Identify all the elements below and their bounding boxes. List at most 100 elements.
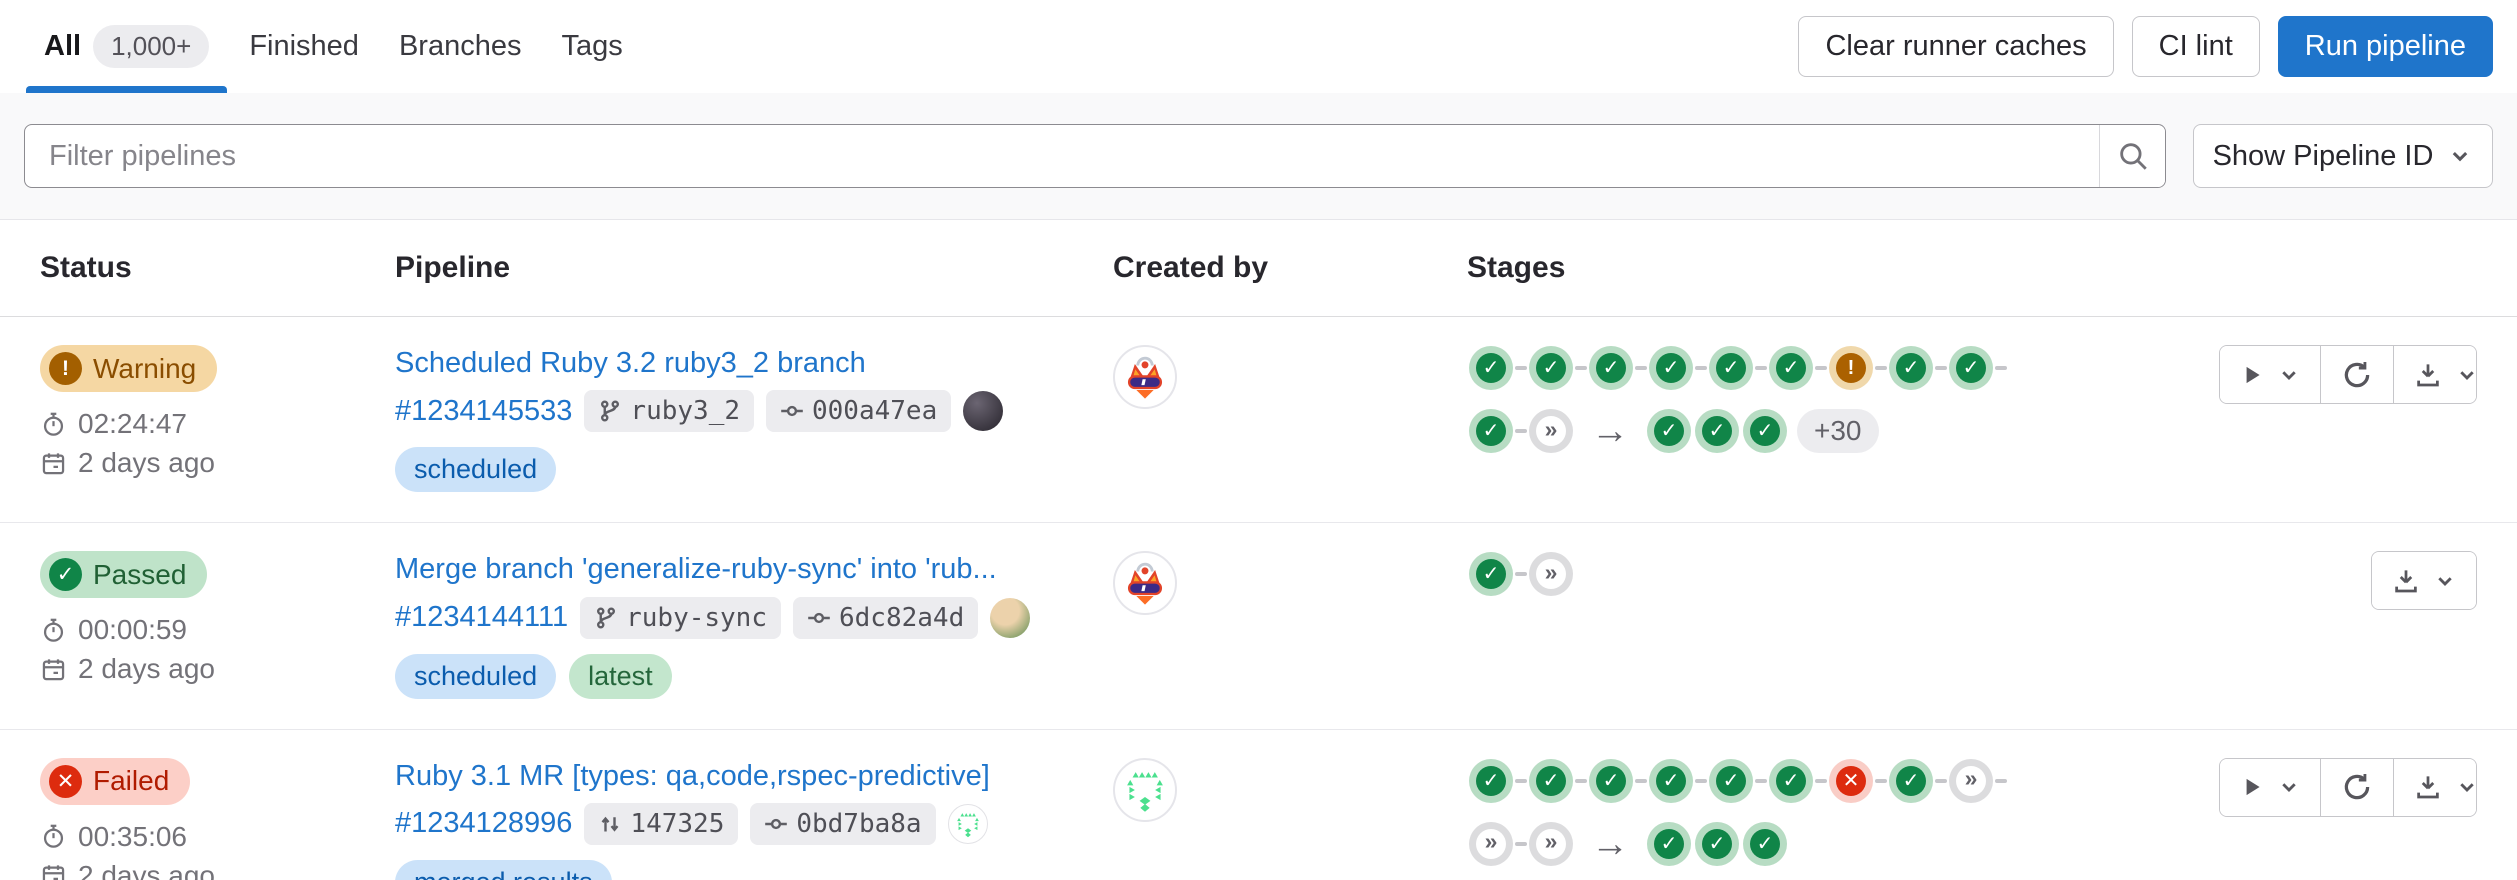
pipeline-id-link[interactable]: #1234128996: [395, 807, 573, 840]
pipeline-actions-group: [2219, 757, 2477, 817]
stage-connector: [1935, 778, 1947, 783]
stage-status-skipped-icon[interactable]: »: [1529, 552, 1573, 597]
gitlab-bot-avatar[interactable]: [1113, 551, 1177, 616]
stage-status-success-icon[interactable]: ✓: [1743, 821, 1787, 866]
pipeline-row: ✕ Failed 00:35:06 2 days ago Ruby 3.1 MR…: [0, 730, 2517, 880]
filter-bar: Show Pipeline ID: [0, 93, 2517, 220]
stage-status-success-icon[interactable]: ✓: [1889, 346, 1933, 390]
commit-chip[interactable]: 000a47ea: [766, 390, 952, 433]
identicon-bot-avatar[interactable]: [1113, 757, 1177, 822]
branch-name: ruby3_2: [630, 396, 740, 427]
stage-status-success-icon[interactable]: ✓: [1709, 758, 1753, 803]
download-artifacts-button[interactable]: [2393, 758, 2476, 816]
header-created-by: Created by: [1113, 251, 1269, 284]
pipeline-title-link[interactable]: Ruby 3.1 MR [types: qa,code,rspec-predic…: [395, 759, 990, 792]
stage-status-skipped-icon[interactable]: »: [1469, 821, 1513, 866]
clear-runner-caches-button[interactable]: Clear runner caches: [1798, 16, 2114, 77]
branch-chip[interactable]: ruby3_2: [584, 390, 754, 433]
status-cell: ! Warning 02:24:47 2 days ago: [24, 345, 379, 479]
tab-all[interactable]: All 1,000+: [24, 0, 229, 93]
stage-status-success-icon[interactable]: ✓: [1769, 758, 1813, 803]
pipeline-id-link[interactable]: #1234145533: [395, 394, 573, 427]
stage-status-success-icon[interactable]: ✓: [1647, 409, 1691, 453]
stage-status-success-icon[interactable]: ✓: [1647, 821, 1691, 866]
retry-pipeline-button[interactable]: [2320, 346, 2393, 403]
stage-status-success-icon[interactable]: ✓: [1589, 346, 1633, 390]
stage-connector: [1875, 366, 1887, 370]
download-artifacts-button[interactable]: [2372, 552, 2476, 610]
status-badge[interactable]: ✕ Failed: [40, 757, 191, 805]
pipeline-label-scheduled[interactable]: scheduled: [395, 447, 557, 493]
download-artifacts-button[interactable]: [2393, 346, 2476, 403]
stage-status-success-icon[interactable]: ✓: [1529, 346, 1573, 390]
show-pipeline-id-dropdown[interactable]: Show Pipeline ID: [2193, 124, 2493, 188]
stage-status-success-icon[interactable]: ✓: [1709, 346, 1753, 390]
status-badge[interactable]: ! Warning: [40, 345, 218, 392]
commit-chip[interactable]: 0bd7ba8a: [750, 802, 936, 845]
stage-status-success-icon[interactable]: ✓: [1469, 346, 1513, 390]
stage-line: ✓» → ✓ ✓ ✓ +30: [1467, 408, 2203, 454]
stage-status-success-icon[interactable]: ✓: [1769, 346, 1813, 390]
pipeline-title-link[interactable]: Scheduled Ruby 3.2 ruby3_2 branch: [395, 347, 866, 379]
commit-author-avatar[interactable]: [963, 391, 1004, 432]
pipeline-id-link[interactable]: #1234144111: [395, 601, 569, 633]
stage-status-success-icon[interactable]: ✓: [1889, 758, 1933, 803]
tab-tags[interactable]: Tags: [541, 0, 642, 93]
pipeline-label-latest[interactable]: latest: [569, 653, 672, 699]
actions-cell: [2203, 345, 2493, 404]
run-pipeline-button[interactable]: Run pipeline: [2277, 16, 2493, 77]
stage-status-success-icon[interactable]: ✓: [1695, 409, 1739, 453]
stage-status-failed-icon[interactable]: ✕: [1829, 758, 1873, 803]
stage-status-success-icon[interactable]: ✓: [1743, 409, 1787, 453]
stage-status-success-icon[interactable]: ✓: [1695, 821, 1739, 866]
stage-status-skipped-icon[interactable]: »: [1949, 758, 1993, 803]
stage-status-success-icon[interactable]: ✓: [1649, 346, 1693, 390]
pipeline-age: 2 days ago: [40, 860, 379, 880]
stage-status-success-icon[interactable]: ✓: [1469, 409, 1513, 453]
stage-status-skipped-icon[interactable]: »: [1529, 821, 1573, 866]
pipeline-row: ✓ Passed 00:00:59 2 days ago Merge branc…: [0, 523, 2517, 730]
stage-status-success-icon[interactable]: ✓: [1469, 758, 1513, 803]
commit-sha: 6dc82a4d: [839, 602, 965, 633]
status-badge[interactable]: ✓ Passed: [40, 551, 208, 599]
run-manual-jobs-button[interactable]: [2220, 758, 2320, 816]
tab-all-count-badge: 1,000+: [93, 25, 210, 68]
tab-branches[interactable]: Branches: [379, 0, 542, 93]
branch-icon: [598, 399, 622, 423]
pipeline-label-merged-results[interactable]: merged results: [395, 859, 612, 880]
gitlab-bot-avatar[interactable]: [1113, 345, 1177, 409]
commit-author-avatar[interactable]: [990, 597, 1031, 638]
branch-chip[interactable]: ruby-sync: [580, 596, 781, 639]
merge-request-icon: [598, 812, 622, 836]
stage-status-success-icon[interactable]: ✓: [1529, 758, 1573, 803]
stage-status-success-icon[interactable]: ✓: [1469, 552, 1513, 597]
pipeline-label-scheduled[interactable]: scheduled: [395, 653, 557, 699]
stage-connector: [1635, 778, 1647, 783]
tab-finished[interactable]: Finished: [229, 0, 379, 93]
filter-pipelines-input[interactable]: [25, 125, 2099, 187]
play-icon: [2239, 774, 2265, 800]
pipeline-title-link[interactable]: Merge branch 'generalize-ruby-sync' into…: [395, 553, 997, 586]
downstream-arrow-icon: →: [1591, 822, 1629, 865]
pipeline-duration: 02:24:47: [40, 408, 379, 440]
stage-status-warning-icon[interactable]: !: [1829, 346, 1873, 390]
pipeline-age: 2 days ago: [40, 447, 379, 479]
stage-status-skipped-icon[interactable]: »: [1529, 409, 1573, 453]
stage-status-success-icon[interactable]: ✓: [1649, 758, 1693, 803]
retry-icon: [2340, 770, 2374, 804]
stage-status-success-icon[interactable]: ✓: [1949, 346, 1993, 390]
show-pipeline-id-label: Show Pipeline ID: [2212, 139, 2434, 172]
status-label: Warning: [93, 352, 197, 384]
more-jobs-counter[interactable]: +30: [1797, 409, 1879, 453]
run-manual-jobs-button[interactable]: [2220, 346, 2320, 403]
commit-author-avatar[interactable]: [947, 803, 988, 844]
stage-connector: [1575, 778, 1587, 783]
ci-lint-button[interactable]: CI lint: [2131, 16, 2260, 77]
check-icon: ✓: [49, 558, 82, 592]
retry-pipeline-button[interactable]: [2320, 758, 2393, 816]
commit-sha: 0bd7ba8a: [796, 808, 922, 839]
search-button[interactable]: [2099, 125, 2165, 187]
merge-request-chip[interactable]: 147325: [584, 802, 739, 845]
commit-chip[interactable]: 6dc82a4d: [793, 596, 979, 639]
stage-status-success-icon[interactable]: ✓: [1589, 758, 1633, 803]
